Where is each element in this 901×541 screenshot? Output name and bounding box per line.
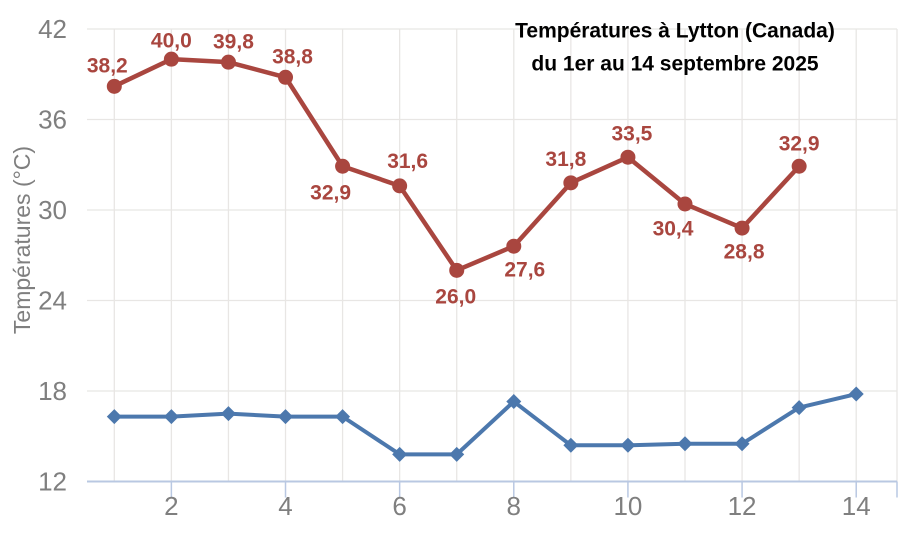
series-red: 38,2 40,0 39,8 38,8 32,9 31,6 26,0 27,6 31,8 33,5… [87,30,820,309]
blue-lower-series-marker [449,446,465,462]
red-upper-series-point-label: 28,8 [724,240,765,263]
x-tick-label: 12 [728,491,757,521]
x-tick-label: 10 [613,491,642,521]
y-axis-tick-labels: 12 18 24 30 36 42 [38,14,67,497]
red-upper-series-point-label: 32,9 [310,182,351,205]
y-tick-label: 24 [38,286,67,316]
red-upper-series-marker [677,196,693,212]
blue-lower-series-line [112,392,859,457]
blue-lower-series-marker [220,406,236,422]
y-tick-label: 18 [38,376,67,406]
blue-lower-series-marker [563,437,579,453]
x-tick-label: 6 [392,491,406,521]
blue-lower-series-marker [278,409,294,425]
blue-lower-series-marker [163,409,179,425]
red-upper-series-marker [449,262,465,278]
red-upper-series-point-label: 27,6 [504,259,545,282]
red-upper-series-marker [506,238,522,254]
red-upper-series-point-label: 38,2 [87,55,128,78]
red-upper-series-point-label: 31,6 [387,150,428,173]
red-upper-series-marker [734,220,750,236]
red-upper-series-point-label: 30,4 [653,217,694,240]
x-tick-label: 8 [507,491,521,521]
x-axis [87,480,898,498]
y-tick-label: 42 [38,14,67,44]
x-tick-label: 2 [164,491,178,521]
blue-lower-series-marker [677,436,693,452]
x-tick-label: 4 [278,491,292,521]
red-upper-series-marker [335,158,351,174]
y-tick-label: 36 [38,105,67,135]
gridlines [87,28,898,482]
red-upper-series-marker [106,78,122,94]
blue-lower-series-marker [392,446,408,462]
red-upper-series-marker [278,69,294,85]
x-tick-label: 14 [842,491,871,521]
red-upper-series-point-label: 31,8 [545,148,586,171]
red-upper-series-marker [163,51,179,67]
blue-lower-series-marker [734,436,750,452]
red-upper-series-marker [563,175,579,191]
y-tick-label: 12 [38,467,67,497]
blue-lower-series-marker [848,386,864,402]
red-upper-series-point-label: 33,5 [611,123,652,146]
red-upper-series-marker [392,178,408,194]
red-upper-series-point-label: 32,9 [779,133,820,156]
y-axis-title: Températures (°C) [9,146,35,334]
y-tick-label: 30 [38,195,67,225]
red-upper-series-point-label: 26,0 [435,286,476,309]
red-upper-series-point-label: 38,8 [272,46,313,69]
red-upper-series-marker [791,158,807,174]
chart-title-line2: du 1er au 14 septembre 2025 [531,52,818,75]
blue-lower-series-marker [506,394,522,410]
chart-title-line1: Températures à Lytton (Canada) [515,19,835,42]
blue-lower-series-marker [335,409,351,425]
blue-lower-series-marker [791,400,807,416]
red-upper-series-point-label: 39,8 [213,31,254,54]
red-upper-series-marker [220,54,236,70]
blue-lower-series-marker [106,409,122,425]
x-axis-tick-labels: 2 4 6 8 10 12 14 [164,491,871,521]
red-upper-series-marker [620,149,636,165]
blue-lower-series-marker [620,437,636,453]
series-blue [106,386,864,462]
red-upper-series-point-label: 40,0 [151,30,192,53]
